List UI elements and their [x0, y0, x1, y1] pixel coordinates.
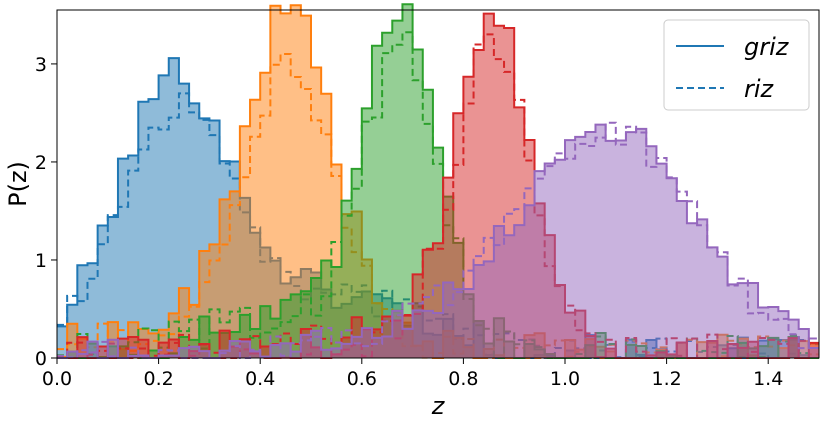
x-tick-label: 1.4: [753, 368, 783, 390]
y-tick-label: 0: [35, 348, 47, 370]
x-tick-label: 0.0: [42, 368, 72, 390]
y-tick-label: 2: [35, 152, 47, 174]
series-3-fill: [57, 13, 819, 358]
plot-frame: [56, 9, 820, 359]
x-tick-label: 0.6: [347, 368, 377, 390]
x-tick-label: 1.2: [651, 368, 681, 390]
legend-label-riz: riz: [744, 75, 775, 103]
legend: griz riz: [663, 19, 810, 111]
x-tick-label: 0.2: [143, 368, 173, 390]
x-tick-label: 0.8: [448, 368, 478, 390]
x-tick-label: 0.4: [245, 368, 275, 390]
series-4-griz-line: [57, 123, 819, 359]
series-1-fill: [57, 5, 819, 359]
series-2-fill: [57, 4, 819, 358]
y-axis-label: P(z): [4, 161, 32, 207]
series-4-fill: [57, 124, 819, 358]
tick-layer: 0.0 0.2 0.4 0.6 0.8 1.0 1.2 1.4 0 1 2 3: [35, 54, 783, 390]
y-tick-label: 1: [35, 250, 47, 272]
y-tick-label: 3: [35, 54, 47, 76]
x-axis-label: z: [431, 392, 446, 420]
series-2-riz-line: [57, 31, 819, 359]
legend-label-griz: griz: [744, 33, 790, 61]
x-tick-label: 1.0: [550, 368, 580, 390]
